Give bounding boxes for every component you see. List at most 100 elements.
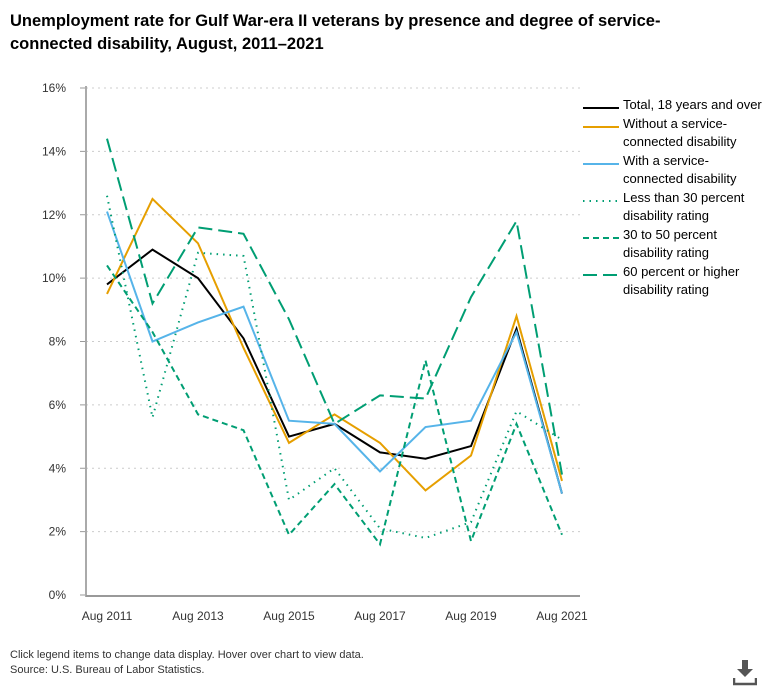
x-tick-label: Aug 2013 <box>172 609 224 623</box>
series-line-1[interactable] <box>106 197 563 492</box>
data-point[interactable] <box>194 274 202 282</box>
data-point[interactable] <box>558 490 566 498</box>
data-point[interactable] <box>103 135 111 143</box>
data-point[interactable] <box>422 534 430 542</box>
legend-label: 60 percent or higher disability rating <box>623 263 740 298</box>
data-point[interactable] <box>240 252 248 260</box>
footer-note: Click legend items to change data displa… <box>10 649 364 661</box>
data-point[interactable] <box>422 486 430 494</box>
legend-label: With a service-connected disability <box>623 152 737 187</box>
data-point[interactable] <box>422 423 430 431</box>
data-point[interactable] <box>240 426 248 434</box>
data-point[interactable] <box>467 452 475 460</box>
legend-item-0[interactable]: Total, 18 years and over <box>583 96 762 115</box>
chart-footer: Click legend items to change data displa… <box>10 648 364 678</box>
footer-source: Source: U.S. Bureau of Labor Statistics. <box>10 664 205 676</box>
legend-item-5[interactable]: 60 percent or higher disability rating <box>583 263 753 300</box>
x-tick-label: Aug 2017 <box>354 609 406 623</box>
data-point[interactable] <box>149 246 157 254</box>
data-point[interactable] <box>376 391 384 399</box>
data-point[interactable] <box>513 407 521 415</box>
legend-swatch <box>583 273 619 276</box>
y-tick-label: 10% <box>42 271 66 285</box>
data-point[interactable] <box>194 223 202 231</box>
data-point[interactable] <box>240 344 248 352</box>
data-point[interactable] <box>285 531 293 539</box>
legend-swatch <box>583 125 619 128</box>
data-point[interactable] <box>558 471 566 479</box>
data-point[interactable] <box>149 195 157 203</box>
data-point[interactable] <box>513 420 521 428</box>
data-point[interactable] <box>513 312 521 320</box>
data-point[interactable] <box>331 464 339 472</box>
legend-item-2[interactable]: With a service-connected disability <box>583 152 753 189</box>
y-tick-label: 6% <box>49 398 67 412</box>
data-point[interactable] <box>467 417 475 425</box>
legend-item-4[interactable]: 30 to 50 percent disability rating <box>583 226 753 263</box>
data-point[interactable] <box>467 518 475 526</box>
data-point[interactable] <box>194 239 202 247</box>
line-chart[interactable]: 0% 2% 4% 6% 8% 10% 12% 14% 16% Aug 2011 Aug 2013 Au… <box>0 0 770 640</box>
data-point[interactable] <box>513 328 521 336</box>
y-tick-label: 12% <box>42 208 66 222</box>
x-tick-label: Aug 2021 <box>536 609 588 623</box>
legend-item-1[interactable]: Without a service-connected disability <box>583 115 753 152</box>
data-point[interactable] <box>467 537 475 545</box>
data-point[interactable] <box>422 395 430 403</box>
series-line-0[interactable] <box>106 248 563 494</box>
legend: Total, 18 years and over Without a servic… <box>583 96 762 300</box>
legend-swatch <box>583 236 619 239</box>
data-point[interactable] <box>103 290 111 298</box>
x-tick-label: Aug 2011 <box>82 609 133 623</box>
data-point[interactable] <box>331 420 339 428</box>
y-tick-label: 4% <box>49 461 67 475</box>
data-point[interactable] <box>331 480 339 488</box>
series-line-2[interactable] <box>106 211 563 494</box>
data-point[interactable] <box>513 217 521 225</box>
data-point[interactable] <box>149 338 157 346</box>
series-line-5[interactable] <box>106 138 563 475</box>
data-point[interactable] <box>149 299 157 307</box>
legend-swatch <box>583 107 619 109</box>
legend-item-3[interactable]: Less than 30 percent disability rating <box>583 189 753 226</box>
x-tick-label: Aug 2019 <box>445 609 497 623</box>
data-point[interactable] <box>149 328 157 336</box>
series-line-4[interactable] <box>106 264 563 547</box>
data-point[interactable] <box>194 318 202 326</box>
data-point[interactable] <box>285 439 293 447</box>
data-point[interactable] <box>285 496 293 504</box>
legend-label: Less than 30 percent disability rating <box>623 189 745 224</box>
legend-label: Total, 18 years and over <box>623 97 762 112</box>
data-point[interactable] <box>376 540 384 548</box>
legend-swatch <box>583 162 619 165</box>
data-point[interactable] <box>558 436 566 444</box>
legend-swatch <box>583 199 619 202</box>
data-point[interactable] <box>422 357 430 365</box>
y-tick-label: 16% <box>42 81 66 95</box>
data-point[interactable] <box>194 410 202 418</box>
data-point[interactable] <box>240 230 248 238</box>
data-point[interactable] <box>240 303 248 311</box>
data-point[interactable] <box>103 192 111 200</box>
data-point[interactable] <box>558 531 566 539</box>
legend-label: Without a service-connected disability <box>623 115 737 150</box>
data-point[interactable] <box>285 417 293 425</box>
x-tick-label: Aug 2015 <box>263 609 315 623</box>
data-point[interactable] <box>376 439 384 447</box>
data-point[interactable] <box>285 315 293 323</box>
data-point[interactable] <box>467 293 475 301</box>
chart-title: Unemployment rate for Gulf War-era II ve… <box>10 12 661 53</box>
data-point[interactable] <box>194 249 202 257</box>
y-tick-label: 2% <box>49 525 67 539</box>
data-point[interactable] <box>149 414 157 422</box>
y-tick-label: 8% <box>49 335 67 349</box>
data-point[interactable] <box>376 448 384 456</box>
y-tick-label: 14% <box>42 144 66 158</box>
download-icon[interactable] <box>732 658 758 686</box>
legend-label: 30 to 50 percent disability rating <box>623 226 717 261</box>
series-line-3[interactable] <box>106 195 563 539</box>
data-point[interactable] <box>422 455 430 463</box>
data-point[interactable] <box>103 261 111 269</box>
data-point[interactable] <box>376 467 384 475</box>
y-tick-label: 0% <box>49 588 67 602</box>
